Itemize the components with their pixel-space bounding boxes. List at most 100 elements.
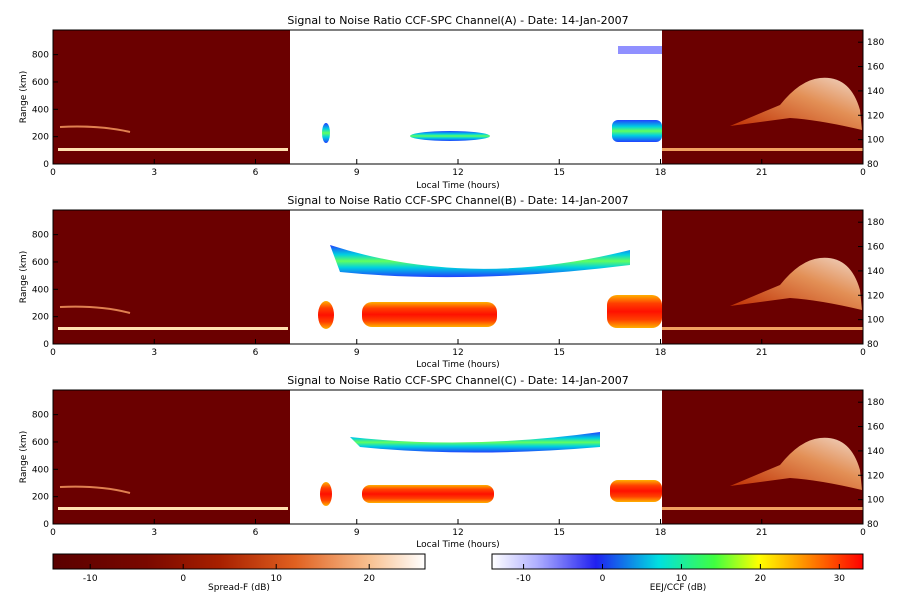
colorbar-tick-label: 20 — [363, 574, 375, 584]
y-axis-left: 0 200 400 600 800 — [32, 231, 58, 350]
y-tick-label-right: 180 — [867, 38, 884, 48]
x-tick-label: 0 — [860, 528, 866, 538]
y-tick-label-left: 0 — [43, 340, 49, 350]
f-region-band — [330, 245, 630, 278]
colorbar-gradient — [491, 553, 864, 570]
e-layer-trace-right — [662, 507, 863, 510]
x-axis-label: Local Time (hours) — [416, 360, 499, 370]
spreadf-left-block — [53, 210, 290, 344]
y-tick-label-left: 800 — [32, 51, 49, 61]
x-tick-label: 15 — [554, 168, 565, 178]
x-tick-label: 6 — [253, 528, 259, 538]
colorbar-label: Spread-F (dB) — [208, 583, 270, 593]
y-tick-label-right: 160 — [867, 423, 884, 433]
colorbar-eej-ccf: -10 0 10 20 30 EEJ/CCF (dB) — [491, 553, 864, 593]
spreadf-plume — [730, 437, 862, 490]
eej-red-band — [362, 302, 497, 327]
x-tick-label: 12 — [452, 528, 463, 538]
x-tick-label: 21 — [756, 168, 767, 178]
y-tick-label-right: 120 — [867, 291, 884, 301]
colorbar-tick-label: 30 — [834, 574, 846, 584]
y-tick-label-left: 0 — [43, 520, 49, 530]
x-tick-label: 21 — [756, 348, 767, 358]
colorbar-tick-label: 20 — [755, 574, 767, 584]
y-tick-label-right: 100 — [867, 496, 884, 506]
x-tick-label: 0 — [50, 168, 56, 178]
panel-channel-b: Signal to Noise Ratio CCF-SPC Channel(B)… — [19, 194, 884, 370]
eej-red-band-right — [610, 480, 662, 502]
x-tick-label: 18 — [655, 528, 667, 538]
y-axis-right: 80 100 120 140 160 180 — [858, 38, 884, 170]
spreadf-left-block — [53, 30, 290, 164]
e-layer-trace-left — [58, 507, 288, 510]
x-tick-label: 12 — [452, 168, 463, 178]
x-tick-label: 15 — [554, 528, 565, 538]
x-tick-label: 3 — [151, 168, 157, 178]
y-axis-right: 80 100 120 140 160 180 — [858, 218, 884, 350]
colorbar-tick-label: 0 — [180, 574, 186, 584]
x-tick-label: 18 — [655, 348, 667, 358]
y-tick-label-right: 100 — [867, 316, 884, 326]
x-tick-label: 15 — [554, 348, 565, 358]
x-axis: 0 3 6 9 12 15 18 21 0 — [50, 339, 866, 358]
x-axis-label: Local Time (hours) — [416, 181, 499, 191]
x-axis: 0 3 6 9 12 15 18 21 0 — [50, 159, 866, 178]
x-tick-label: 6 — [253, 168, 259, 178]
x-tick-label: 0 — [50, 348, 56, 358]
x-tick-label: 3 — [151, 528, 157, 538]
colorbar-tick-label: 10 — [676, 574, 688, 584]
eej-red-spot — [320, 482, 332, 506]
y-tick-label-right: 120 — [867, 111, 884, 121]
y-tick-label-left: 400 — [32, 465, 49, 475]
y-tick-label-left: 400 — [32, 285, 49, 295]
e-layer-streak — [59, 305, 131, 314]
y-tick-label-right: 180 — [867, 218, 884, 228]
y-tick-label-left: 600 — [32, 258, 49, 268]
colorbar-spread-f: -10 0 10 20 Spread-F (dB) — [52, 553, 426, 593]
y-tick-label-left: 600 — [32, 438, 49, 448]
panel-title: Signal to Noise Ratio CCF-SPC Channel(A)… — [287, 14, 628, 27]
y-axis-left: 0 200 400 600 800 — [32, 411, 58, 530]
eej-red-band-right — [607, 295, 662, 328]
e-layer-streak — [59, 485, 131, 494]
eej-echo-bottom — [612, 120, 662, 142]
colorbar-tick-label: -10 — [516, 574, 531, 584]
colorbar-tick-label: 0 — [600, 574, 606, 584]
e-layer-trace-left — [58, 327, 288, 330]
x-tick-label: 9 — [354, 348, 360, 358]
colorbar-ticks: -10 0 10 20 30 — [516, 564, 845, 584]
y-tick-label-left: 600 — [32, 78, 49, 88]
x-tick-label: 6 — [253, 348, 259, 358]
colorbar-label: EEJ/CCF (dB) — [650, 583, 707, 593]
x-axis-label: Local Time (hours) — [416, 540, 499, 550]
y-tick-label-left: 800 — [32, 231, 49, 241]
y-tick-label-right: 80 — [867, 520, 879, 530]
eej-region — [290, 390, 662, 524]
y-tick-label-right: 140 — [867, 447, 884, 457]
y-tick-label-right: 140 — [867, 267, 884, 277]
x-tick-label: 0 — [860, 168, 866, 178]
x-tick-label: 21 — [756, 528, 767, 538]
y-axis-right: 80 100 120 140 160 180 — [858, 398, 884, 530]
y-tick-label-right: 160 — [867, 243, 884, 253]
eej-echo-top — [618, 46, 662, 54]
y-tick-label-right: 80 — [867, 340, 879, 350]
panel-title: Signal to Noise Ratio CCF-SPC Channel(B)… — [287, 194, 628, 207]
y-axis-left: 0 200 400 600 800 — [32, 51, 58, 170]
y-tick-label-right: 180 — [867, 398, 884, 408]
y-tick-label-left: 0 — [43, 160, 49, 170]
f-region-band — [350, 432, 600, 453]
y-tick-label-right: 80 — [867, 160, 879, 170]
eej-region — [290, 30, 662, 164]
panel-channel-a: Signal to Noise Ratio CCF-SPC Channel(A)… — [19, 14, 884, 191]
y-tick-label-right: 120 — [867, 471, 884, 481]
colorbar-tick-label: -10 — [83, 574, 98, 584]
panel-title: Signal to Noise Ratio CCF-SPC Channel(C)… — [287, 374, 628, 387]
e-layer-streak — [59, 125, 131, 133]
x-tick-label: 18 — [655, 168, 667, 178]
spreadf-plume — [730, 257, 862, 310]
x-tick-label: 0 — [50, 528, 56, 538]
x-tick-label: 9 — [354, 168, 360, 178]
colorbar-ticks: -10 0 10 20 — [83, 564, 375, 584]
